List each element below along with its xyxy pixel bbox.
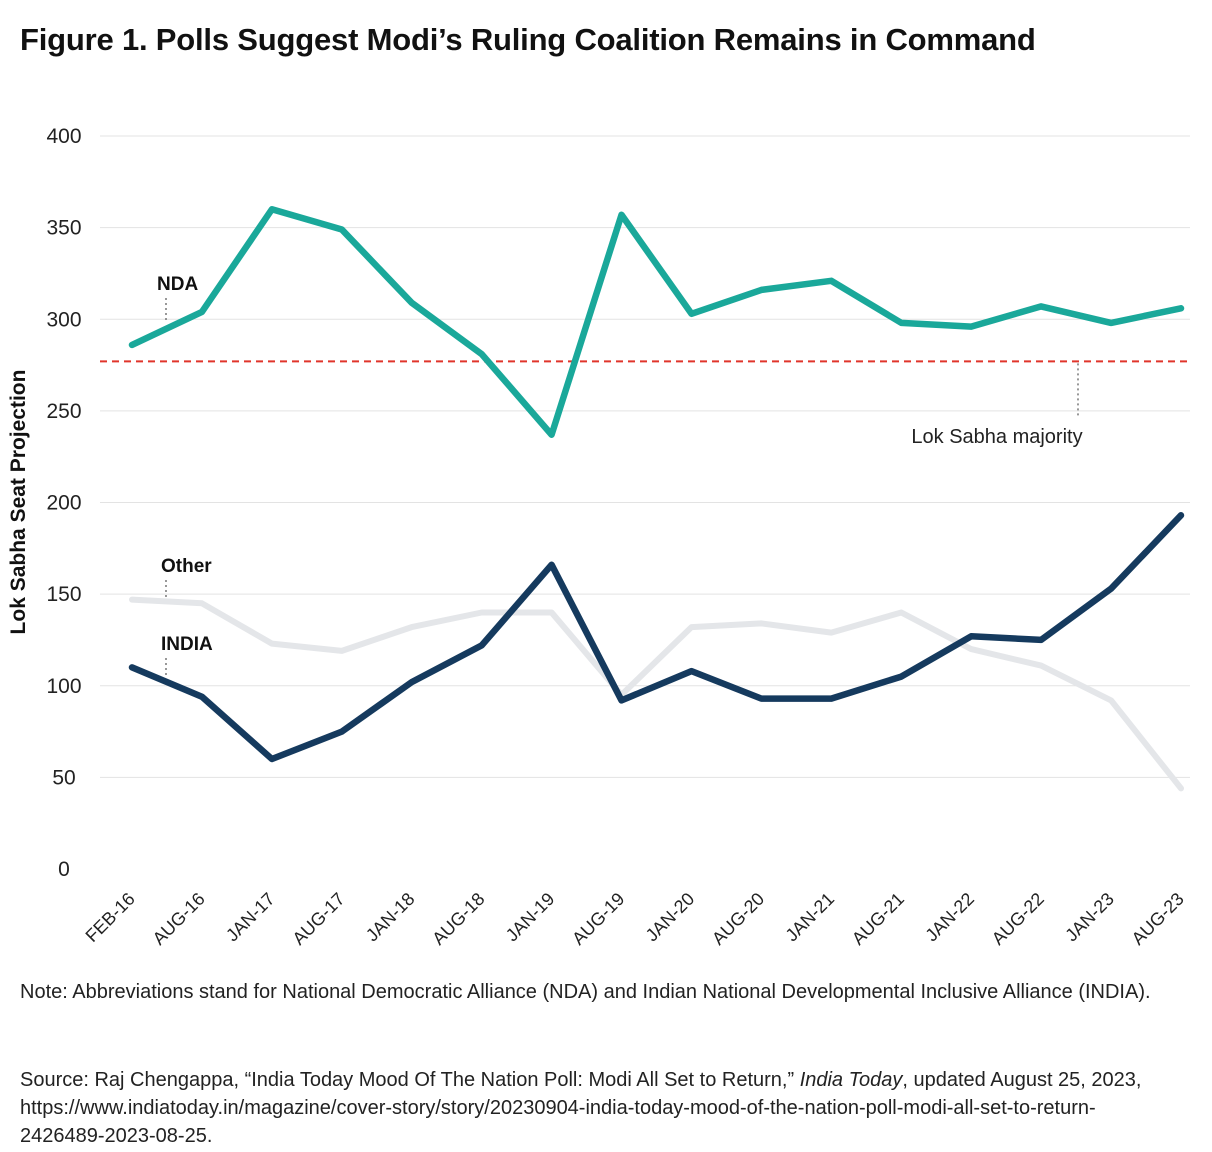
x-tick-label: JAN-22 [921, 889, 978, 946]
x-tick-label: JAN-21 [782, 889, 839, 946]
x-tick-label: AUG-21 [848, 889, 908, 949]
series-line-india [128, 512, 1185, 763]
y-tick-label: 350 [46, 217, 81, 240]
line-chart: 0 50 100 150 200 250 300 350 400 Lok Sabha major… [7, 125, 1190, 949]
source-prefix: Source: Raj Chengappa, “India Today Mood… [20, 1069, 800, 1091]
series-label-other: Other [161, 556, 212, 577]
series-line-other [129, 596, 1184, 792]
x-tick-label: AUG-20 [708, 889, 768, 949]
series-label-nda: NDA [157, 274, 198, 295]
majority-label: Lok Sabha majority [911, 426, 1082, 448]
y-tick-label: 150 [46, 583, 81, 606]
y-tick-label: 200 [46, 492, 81, 515]
x-tick-label: JAN-20 [642, 889, 699, 946]
x-tick-label: AUG-23 [1128, 889, 1188, 949]
y-tick-label: 50 [52, 766, 75, 789]
x-tick-label: FEB-16 [82, 889, 139, 946]
y-axis-ticks: 0 50 100 150 200 250 300 350 400 [46, 125, 81, 881]
x-tick-label: JAN-19 [502, 889, 559, 946]
y-tick-label: 0 [58, 858, 70, 881]
x-tick-label: AUG-22 [988, 889, 1048, 949]
x-tick-label: JAN-17 [222, 889, 279, 946]
majority-reference: Lok Sabha majority [100, 360, 1190, 448]
x-tick-label: AUG-16 [149, 889, 209, 949]
source-suffix: , updated August 25, 2023, https://www.i… [20, 1069, 1142, 1147]
y-tick-label: 250 [46, 400, 81, 423]
chart-title: Figure 1. Polls Suggest Modi’s Ruling Co… [20, 22, 1036, 57]
y-axis-label: Lok Sabha Seat Projection [7, 370, 30, 635]
x-tick-label: AUG-19 [568, 889, 628, 949]
x-tick-label: AUG-18 [428, 889, 488, 949]
series-label-india: INDIA [161, 634, 213, 655]
chart-note: Note: Abbreviations stand for National D… [20, 981, 1151, 1003]
y-tick-label: 400 [46, 125, 81, 148]
y-tick-label: 300 [46, 308, 81, 331]
x-tick-label: JAN-23 [1061, 889, 1118, 946]
chart-source: Source: Raj Chengappa, “India Today Mood… [20, 1066, 1180, 1150]
series-labels: NDA Other INDIA [157, 274, 213, 678]
gridlines [100, 135, 1190, 778]
series-line-nda [128, 206, 1185, 438]
source-publication: India Today [799, 1069, 903, 1091]
x-tick-label: JAN-18 [362, 889, 419, 946]
x-tick-label: AUG-17 [289, 889, 349, 949]
y-tick-label: 100 [46, 675, 81, 698]
x-axis-ticks: FEB-16 AUG-16 JAN-17 AUG-17 JAN-18 AUG-18 JAN-… [82, 889, 1188, 949]
series-lines [128, 206, 1185, 792]
